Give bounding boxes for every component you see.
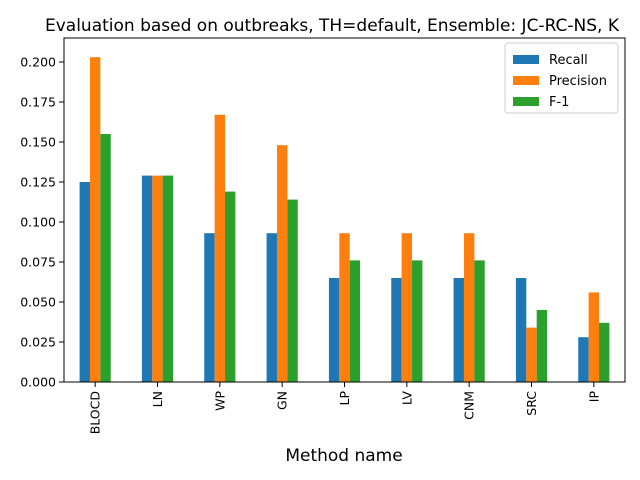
bar-f-1-src (536, 310, 548, 382)
chart-title: Evaluation based on outbreaks, TH=defaul… (45, 16, 620, 36)
y-tick-label: 0.075 (20, 255, 56, 270)
plot-frame (63, 37, 626, 383)
legend-label: F-1 (549, 95, 569, 110)
bar-f-1-lv (412, 260, 423, 382)
bar-precision-src (526, 327, 537, 382)
bar-f-1-lp (349, 260, 361, 382)
x-tick-label-blocd: BLOCD (88, 391, 103, 434)
bar-f-1-blocd (100, 134, 111, 382)
x-tick-label-src: SRC (524, 391, 539, 416)
bar-precision-cnm (463, 233, 475, 382)
bar-precision-lp (339, 233, 350, 382)
x-tick-label-gn: GN (275, 391, 290, 410)
x-axis-label: Method name (285, 446, 402, 466)
bar-f-1-ln (162, 175, 174, 382)
y-tick-label: 0.175 (20, 95, 56, 110)
y-tick-label: 0.000 (20, 375, 56, 390)
bar-f-1-gn (287, 199, 298, 382)
bar-recall-blocd (79, 182, 90, 382)
x-axis: BLOCD LN WP GN LP LV CNM SRC IP (88, 382, 601, 434)
bar-precision-ln (152, 175, 163, 382)
y-tick-label: 0.050 (20, 295, 56, 310)
bar-precision-lv (401, 233, 413, 382)
x-tick-label-ip: IP (586, 391, 601, 403)
legend-label: Recall (549, 53, 588, 68)
legend-swatch (513, 55, 539, 64)
bar-precision-blocd (89, 57, 101, 382)
x-tick-label-cnm: CNM (462, 391, 477, 420)
legend-swatch (513, 97, 539, 106)
x-tick-label-lv: LV (399, 391, 414, 406)
bar-recall-src (515, 278, 527, 382)
bar-precision-ip (588, 292, 600, 382)
y-tick-label: 0.025 (20, 335, 56, 350)
bar-recall-lp (328, 278, 340, 382)
bar-recall-cnm (453, 278, 464, 382)
bars-group (79, 57, 610, 383)
y-tick-label: 0.200 (20, 55, 56, 70)
x-tick-label-lp: LP (337, 391, 352, 406)
bar-precision-wp (214, 114, 226, 383)
x-tick-label-ln: LN (150, 391, 165, 407)
bar-f-1-wp (225, 191, 236, 382)
y-tick-label: 0.100 (20, 215, 56, 230)
bar-f-1-ip (599, 322, 610, 382)
legend-label: Precision (549, 74, 607, 89)
bar-recall-gn (266, 233, 277, 382)
bar-recall-ip (578, 337, 589, 382)
legend: Recall Precision F-1 (504, 42, 619, 114)
y-tick-label: 0.150 (20, 135, 56, 150)
y-tick-label: 0.125 (20, 175, 56, 190)
bar-f-1-cnm (474, 260, 485, 382)
legend-swatch (513, 76, 539, 85)
bar-precision-gn (276, 145, 288, 382)
bar-recall-ln (141, 175, 153, 382)
bar-recall-lv (391, 278, 402, 382)
x-tick-label-wp: WP (212, 391, 227, 411)
bar-recall-wp (204, 233, 215, 382)
y-axis: 0.000 0.025 0.050 0.075 0.100 0.125 0.150 0.175… (20, 55, 64, 390)
